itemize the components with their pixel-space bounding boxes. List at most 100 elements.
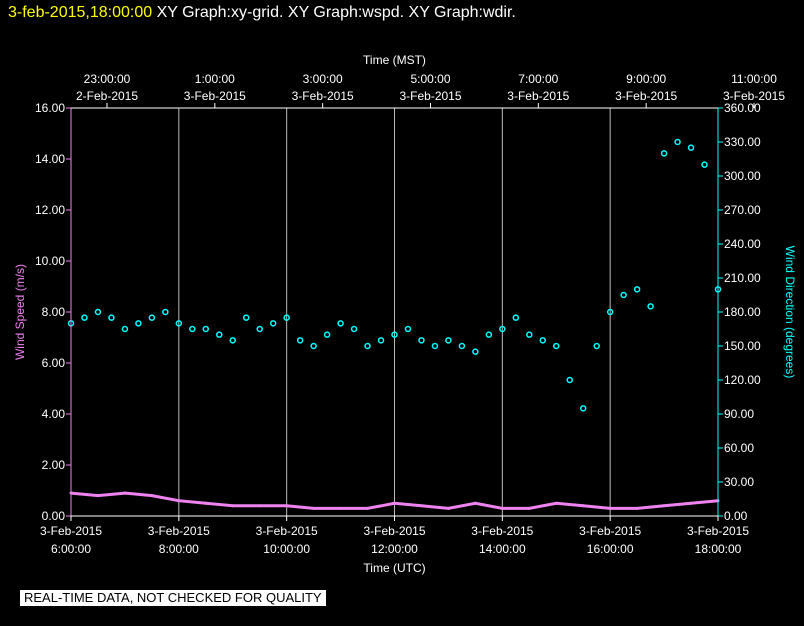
wind-speed-point bbox=[312, 506, 316, 510]
wind-direction-point bbox=[593, 342, 600, 350]
wind-direction-series bbox=[67, 138, 722, 412]
wind-direction-point bbox=[620, 291, 627, 299]
bottom-tick-time: 16:00:00 bbox=[587, 542, 634, 556]
wind-direction-point bbox=[472, 348, 479, 355]
wind-speed-point bbox=[527, 506, 531, 510]
wind-speed-point bbox=[473, 501, 477, 505]
wind-direction-point bbox=[499, 325, 506, 333]
wind-direction-point bbox=[323, 331, 331, 338]
right-tick-label: 300.00 bbox=[724, 169, 761, 183]
wind-direction-point bbox=[94, 308, 102, 316]
top-tick-time: 7:00:00 bbox=[518, 72, 558, 86]
wind-direction-point bbox=[135, 320, 142, 327]
wind-speed-point bbox=[366, 506, 370, 510]
top-tick-time: 23:00:00 bbox=[84, 72, 131, 86]
wind-direction-point bbox=[445, 337, 452, 344]
right-tick-label: 270.00 bbox=[724, 203, 761, 217]
wind-speed-point bbox=[258, 504, 262, 508]
top-tick-time: 3:00:00 bbox=[303, 72, 343, 86]
wind-direction-point bbox=[701, 161, 708, 168]
wind-speed-point bbox=[446, 506, 450, 510]
wind-direction-point bbox=[256, 325, 263, 333]
wind-speed-point bbox=[608, 506, 612, 510]
left-tick-label: 14.00 bbox=[35, 152, 65, 166]
wind-direction-point bbox=[175, 320, 183, 327]
wind-direction-point bbox=[539, 337, 547, 344]
wind-speed-point bbox=[500, 506, 504, 510]
right-axis-title: Wind Direction (degrees) bbox=[783, 246, 797, 379]
wind-direction-point bbox=[229, 337, 236, 344]
wind-direction-point bbox=[553, 342, 560, 350]
bottom-tick-date: 3-Feb-2015 bbox=[256, 524, 318, 538]
wind-direction-point bbox=[364, 342, 371, 350]
wind-direction-point bbox=[350, 325, 358, 333]
right-tick-label: 180.00 bbox=[724, 305, 761, 319]
wind-speed-point bbox=[554, 501, 558, 505]
wind-direction-point bbox=[674, 138, 681, 146]
wind-direction-point bbox=[606, 308, 614, 316]
wind-direction-point bbox=[566, 376, 573, 384]
wind-direction-point bbox=[269, 320, 277, 327]
wind-speed-point bbox=[285, 504, 289, 508]
top-tick-date: 3-Feb-2015 bbox=[723, 89, 785, 103]
bottom-tick-date: 3-Feb-2015 bbox=[471, 524, 533, 538]
wind-direction-point bbox=[216, 331, 223, 338]
wind-direction-point bbox=[512, 314, 520, 321]
right-tick-label: 0.00 bbox=[724, 509, 748, 523]
bottom-tick-date: 3-Feb-2015 bbox=[363, 524, 425, 538]
wind-direction-point bbox=[579, 405, 587, 412]
bottom-tick-date: 3-Feb-2015 bbox=[40, 524, 102, 538]
right-tick-label: 60.00 bbox=[724, 441, 754, 455]
top-tick-date: 3-Feb-2015 bbox=[399, 89, 461, 103]
wind-speed-point bbox=[204, 501, 208, 505]
top-tick-date: 3-Feb-2015 bbox=[507, 89, 569, 103]
wind-direction-point bbox=[458, 342, 466, 350]
left-tick-label: 8.00 bbox=[42, 305, 66, 319]
header-graph-list: XY Graph:xy-grid. XY Graph:wspd. XY Grap… bbox=[156, 4, 516, 21]
wind-direction-point bbox=[526, 331, 533, 338]
labels-layer: 0.00 2.00 4.00 6.00 8.00 10.00 12.00 14.00 16.00… bbox=[13, 53, 797, 575]
wind-direction-point bbox=[485, 331, 493, 338]
bottom-axis-title: Time (UTC) bbox=[363, 561, 425, 575]
top-tick-date: 3-Feb-2015 bbox=[292, 89, 354, 103]
right-tick-label: 210.00 bbox=[724, 271, 761, 285]
top-tick-time: 11:00:00 bbox=[731, 72, 777, 86]
top-tick-date: 3-Feb-2015 bbox=[615, 89, 677, 103]
bottom-tick-time: 8:00:00 bbox=[159, 542, 199, 556]
right-tick-label: 150.00 bbox=[724, 339, 761, 353]
wind-speed-point bbox=[393, 501, 396, 505]
wind-speed-point bbox=[662, 504, 666, 508]
wind-direction-point bbox=[660, 150, 668, 157]
wind-direction-point bbox=[283, 314, 290, 321]
wind-direction-point bbox=[296, 337, 304, 344]
wind-speed-point bbox=[339, 506, 343, 510]
wind-direction-point bbox=[431, 342, 439, 350]
axes-layer bbox=[66, 103, 755, 521]
top-tick-date: 2-Feb-2015 bbox=[76, 89, 138, 103]
right-tick-label: 90.00 bbox=[724, 407, 754, 421]
wind-speed-point bbox=[123, 491, 127, 495]
header: 3-feb-2015,18:00:00 XY Graph:xy-grid. XY… bbox=[8, 4, 516, 22]
top-tick-time: 1:00:00 bbox=[195, 72, 235, 86]
wind-speed-point bbox=[689, 501, 693, 505]
wind-direction-point bbox=[242, 314, 250, 321]
bottom-tick-date: 3-Feb-2015 bbox=[148, 524, 210, 538]
wind-direction-point bbox=[647, 303, 654, 310]
left-tick-label: 10.00 bbox=[35, 254, 65, 268]
bottom-tick-time: 12:00:00 bbox=[371, 542, 418, 556]
bottom-tick-date: 3-Feb-2015 bbox=[579, 524, 641, 538]
wind-direction-point bbox=[148, 314, 156, 321]
wind-direction-point bbox=[337, 320, 344, 327]
header-timestamp: 3-feb-2015,18:00:00 bbox=[8, 4, 153, 21]
wind-direction-point bbox=[108, 314, 115, 321]
wind-direction-point bbox=[121, 325, 129, 333]
wind-direction-point bbox=[418, 337, 425, 344]
bottom-tick-time: 18:00:00 bbox=[695, 542, 742, 556]
left-tick-label: 4.00 bbox=[42, 407, 66, 421]
wind-direction-point bbox=[391, 331, 398, 338]
wind-speed-point bbox=[231, 504, 235, 508]
bottom-tick-time: 6:00:00 bbox=[51, 542, 91, 556]
wind-speed-point bbox=[635, 506, 639, 510]
wind-direction-point bbox=[162, 308, 169, 316]
